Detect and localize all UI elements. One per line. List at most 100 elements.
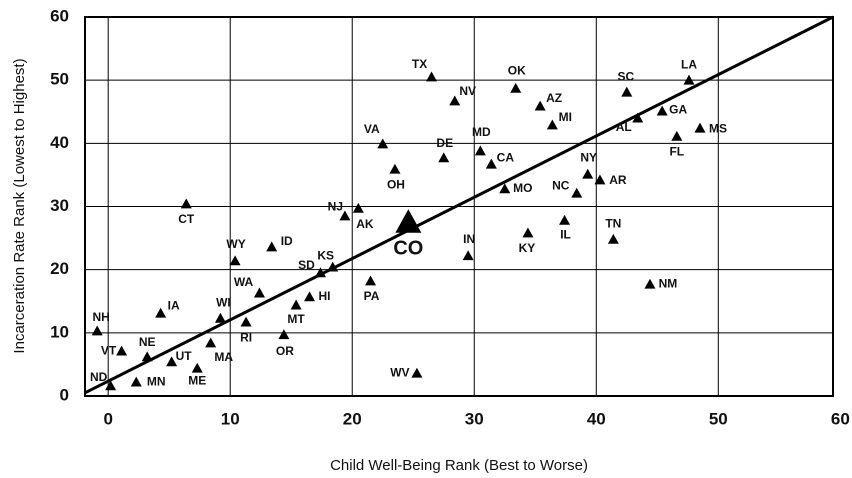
point-marker [377,138,389,149]
point-label: UT [176,349,193,363]
point-marker [485,158,497,169]
point-label: KY [519,241,536,255]
point-label: NY [580,150,597,164]
point-label: VT [101,343,117,357]
point-label: CO [393,238,423,260]
x-tick-label: 40 [587,409,606,428]
point-label: DE [436,136,453,150]
point-label: IL [560,228,571,242]
point-marker [327,261,339,272]
point-label: MS [709,121,727,135]
point-marker [166,356,178,367]
x-tick-label: 20 [343,409,362,428]
point-marker [315,267,327,278]
point-label: GA [669,102,687,116]
point-label: CT [178,212,195,226]
point-label: WI [216,295,231,309]
point-label: WA [234,275,254,289]
point-label: MO [513,181,532,195]
point-label: NH [93,310,110,324]
point-marker [130,376,142,387]
point-marker [546,119,558,130]
x-tick-label: 60 [831,409,850,428]
point-marker [253,287,265,298]
point-marker [180,198,192,209]
point-marker [449,95,461,106]
point-marker [474,145,486,156]
point-label: NV [459,84,476,98]
point-label: WV [390,365,409,379]
point-label: VA [364,122,380,136]
y-tick-label: 60 [50,6,69,25]
point-marker [656,105,668,116]
point-label: RI [240,330,252,344]
point-marker [205,337,217,348]
point-label: OR [276,344,294,358]
point-label: NJ [328,200,343,214]
point-label: TN [605,217,621,231]
point-marker [191,362,203,373]
point-marker [571,187,583,198]
x-tick-label: 0 [103,409,112,428]
point-marker [632,112,644,123]
point-marker [594,174,606,185]
point-label: AK [356,217,374,231]
point-label: HI [319,289,331,303]
point-marker [644,278,656,289]
point-label: CA [497,150,515,164]
point-label: OH [387,177,405,191]
point-marker [304,291,316,302]
point-label: NC [552,178,570,192]
point-label: NM [659,276,678,290]
point-label: MD [472,125,491,139]
point-label: ME [188,373,206,387]
point-label: TX [412,57,427,71]
point-label: OK [508,64,526,78]
point-marker [621,86,633,97]
y-tick-label: 0 [60,385,69,404]
point-marker [522,227,534,238]
point-label: KS [317,248,334,262]
point-marker [499,183,511,194]
trend-line [84,15,834,395]
point-label: FL [669,145,684,159]
point-label: IN [463,232,475,246]
point-label: IA [168,298,180,312]
point-marker [290,299,302,310]
point-marker [229,255,241,266]
y-tick-label: 30 [50,196,69,215]
y-tick-label: 40 [50,133,69,152]
point-label: PA [364,289,380,303]
point-marker [339,210,351,221]
y-tick-label: 10 [50,322,69,341]
point-label: MN [147,374,166,388]
point-marker [105,380,117,391]
point-marker [352,202,364,213]
point-marker [266,241,278,252]
point-label: SC [617,69,634,83]
point-marker [694,122,706,133]
point-marker [389,163,401,174]
point-label: LA [681,57,697,71]
point-label: ND [90,370,108,384]
point-marker [607,233,619,244]
point-marker [534,100,546,111]
y-tick-label: 20 [50,259,69,278]
x-tick-label: 50 [709,409,728,428]
point-label: AZ [546,91,562,105]
point-marker [91,325,103,336]
point-marker [116,345,128,356]
point-marker [426,71,438,82]
point-label: AR [609,173,627,187]
point-marker [278,329,290,340]
point-label: NE [139,335,156,349]
point-marker [395,209,422,233]
point-label: SD [298,258,315,272]
x-axis-label: Child Well-Being Rank (Best to Worse) [330,457,588,474]
point-label: WY [226,237,245,251]
point-marker [365,275,377,286]
point-marker [240,316,252,327]
point-marker [582,168,594,179]
x-tick-label: 30 [465,409,484,428]
plot-frame [84,16,834,397]
